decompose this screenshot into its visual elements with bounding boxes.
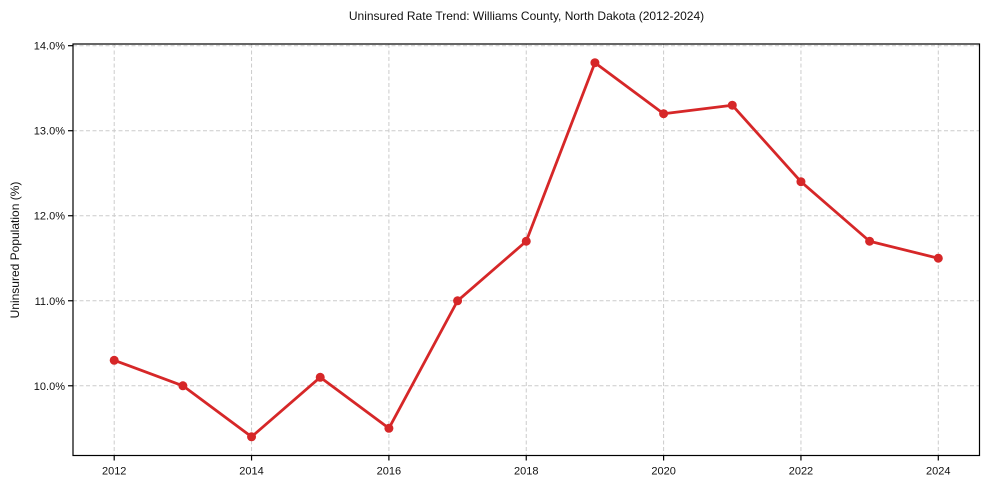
- x-tick-label: 2020: [651, 466, 675, 478]
- data-point-marker: [659, 109, 669, 119]
- y-tick-label: 11.0%: [35, 296, 66, 308]
- data-point-marker: [178, 381, 188, 391]
- y-tick-label: 14.0%: [34, 41, 65, 53]
- data-point-marker: [933, 253, 943, 263]
- data-point-marker: [590, 58, 600, 68]
- data-point-marker: [453, 296, 463, 306]
- data-point-marker: [865, 236, 875, 246]
- x-tick-label: 2016: [377, 466, 401, 478]
- chart-title: Uninsured Rate Trend: Williams County, N…: [348, 9, 705, 23]
- data-point-marker: [247, 432, 257, 442]
- y-tick-label: 13.0%: [34, 126, 65, 138]
- data-point-marker: [521, 236, 531, 246]
- data-point-marker: [384, 423, 394, 433]
- y-tick-label: 10.0%: [34, 381, 65, 393]
- data-point-marker: [796, 177, 806, 187]
- x-tick-label: 2024: [926, 466, 950, 478]
- x-tick-label: 2014: [239, 466, 263, 478]
- data-point-marker: [109, 355, 119, 365]
- x-tick-label: 2012: [102, 466, 126, 478]
- data-point-marker: [315, 372, 325, 382]
- x-tick-label: 2018: [514, 466, 538, 478]
- x-tick-label: 2022: [789, 466, 813, 478]
- data-point-marker: [727, 100, 737, 110]
- y-tick-label: 12.0%: [34, 211, 65, 223]
